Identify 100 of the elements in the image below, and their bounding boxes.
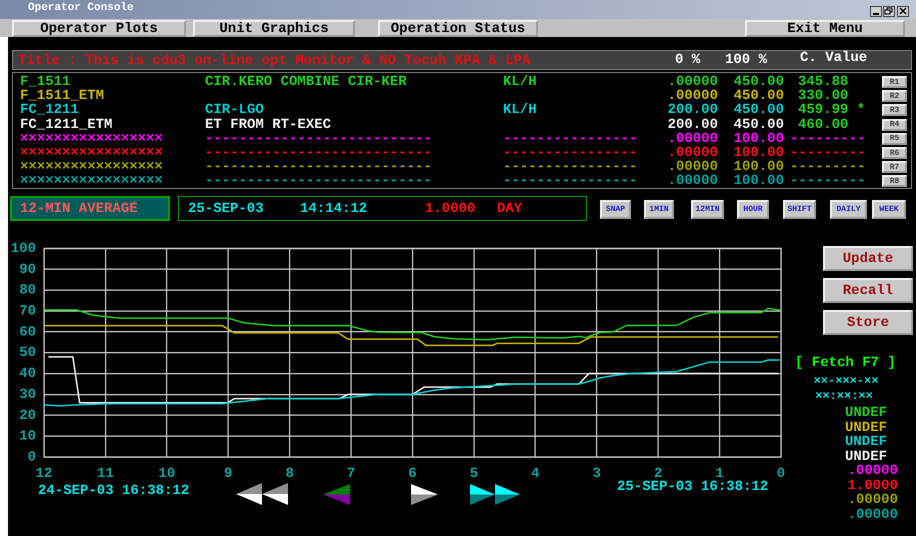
text: --------------------------- [205,145,432,161]
text: --------- [790,145,866,161]
x-tick-label: 5 [470,466,478,482]
text: C. Value [800,50,868,66]
text: 100.00 [734,159,784,176]
text: ET FROM RT-EXEC [205,116,332,133]
x-tick-label: 11 [97,466,114,482]
button: Store [823,310,913,335]
button: HOUR [737,200,769,219]
text: .00000 [848,506,898,522]
button: Recall [823,278,913,303]
text: ××××××××××××××××× [20,145,163,161]
text: .00000 [848,492,898,508]
text: Operator Console [28,2,134,14]
text: ---------------- [503,173,638,190]
text: 200.00 [668,102,718,118]
y-tick-label: 90 [19,262,36,278]
text: --------- [790,159,866,176]
button: WEEK [872,200,906,219]
x-tick-label: 8 [285,466,294,482]
y-tick-label: 20 [19,408,36,424]
text: 100.00 [734,145,784,161]
text: FC_1211_ETM [20,116,112,133]
text: .00000 [668,74,718,90]
text: .00000 [668,173,718,190]
y-tick-label: 60 [19,324,36,340]
button: R6 [882,147,907,159]
text: 450.00 [734,74,784,90]
button: R4 [882,118,907,131]
text: KL/H [503,74,537,90]
y-tick-label: 0 [28,450,36,466]
text: 1.0000 [425,201,476,217]
text: ××-×××-×× [814,374,878,388]
x-tick-label: 12 [36,466,52,482]
button: SHIFT [783,200,816,219]
x-tick-label: 4 [531,466,540,482]
button: Exit Menu [745,20,905,37]
x-tick-label: 9 [224,466,232,482]
text: ××××××××××××××××× [20,173,163,190]
text: F_1511 [20,74,70,90]
x-tick-label: 2 [654,466,662,482]
button: Operator Plots [12,20,186,37]
x-tick-label: 0 [776,466,786,482]
text: --------------------------- [205,130,432,147]
text: KL/H [503,102,537,118]
button: R3 [882,104,907,116]
x-tick-label: 10 [158,466,176,482]
text: ---------------- [503,145,638,161]
text: UNDEF [844,434,887,450]
text: .00000 [668,130,718,147]
button: R8 [882,175,907,188]
text: .00000 [668,145,718,161]
text: 24-SEP-03 16:38:12 [38,483,190,499]
text: .00000 [848,463,898,479]
text: 330.00 [798,88,848,104]
x-tick-label: 7 [346,466,356,482]
text: FC_1211 [20,102,79,118]
y-tick-label: 80 [19,282,36,299]
text: DAY [497,201,522,217]
text: 450.00 [734,88,784,104]
text: 450.00 [734,116,784,133]
text: --------- [790,130,866,147]
text: 100.00 [734,173,784,190]
text: .00000 [668,88,718,104]
button: R7 [882,161,907,174]
text: 100 % [725,52,768,68]
text: 1.0000 [848,478,898,494]
text: UNDEF [844,448,887,464]
text: 345.88 [798,74,848,90]
text: 200.00 [668,116,718,133]
y-tick-label: 50 [19,345,36,362]
text: UNDEF [844,405,887,421]
x-tick-label: 1 [715,466,724,482]
text: --------------------------- [205,173,432,190]
text: ××××××××××××××××× [20,130,163,147]
text: 459.99 * [798,102,866,118]
button: DAILY [830,200,867,219]
x-tick-label: 3 [592,466,601,482]
text: 14:14:12 [300,201,368,217]
text: CIR.KERO COMBINE CIR-KER [205,74,407,90]
button: R2 [882,90,907,102]
text: [ Fetch F7 ] [795,355,896,371]
button: Unit Graphics [193,20,355,37]
text: ××××××××××××××××× [20,159,163,176]
text: 25-SEP-03 16:38:12 [617,479,768,495]
text: F_1511_ETM [20,88,104,104]
text: CIR-LGO [205,102,264,118]
chart-title: Title : This is cdu3 on-line opt Monitor & NO Tocuh KPA & LPA [18,53,530,69]
y-tick-label: 70 [19,304,36,320]
y-tick-label: 30 [19,386,36,403]
text: 460.00 [798,116,848,133]
button: 1MIN [644,200,674,219]
text: --------------------------- [205,159,432,176]
text: 100.00 [734,130,784,147]
button: SNAP [600,200,631,219]
button: R1 [882,76,907,88]
text: ---------------- [503,159,638,176]
text: 450.00 [734,102,784,118]
y-tick-label: 100 [10,240,36,257]
text: 0 % [675,52,700,68]
